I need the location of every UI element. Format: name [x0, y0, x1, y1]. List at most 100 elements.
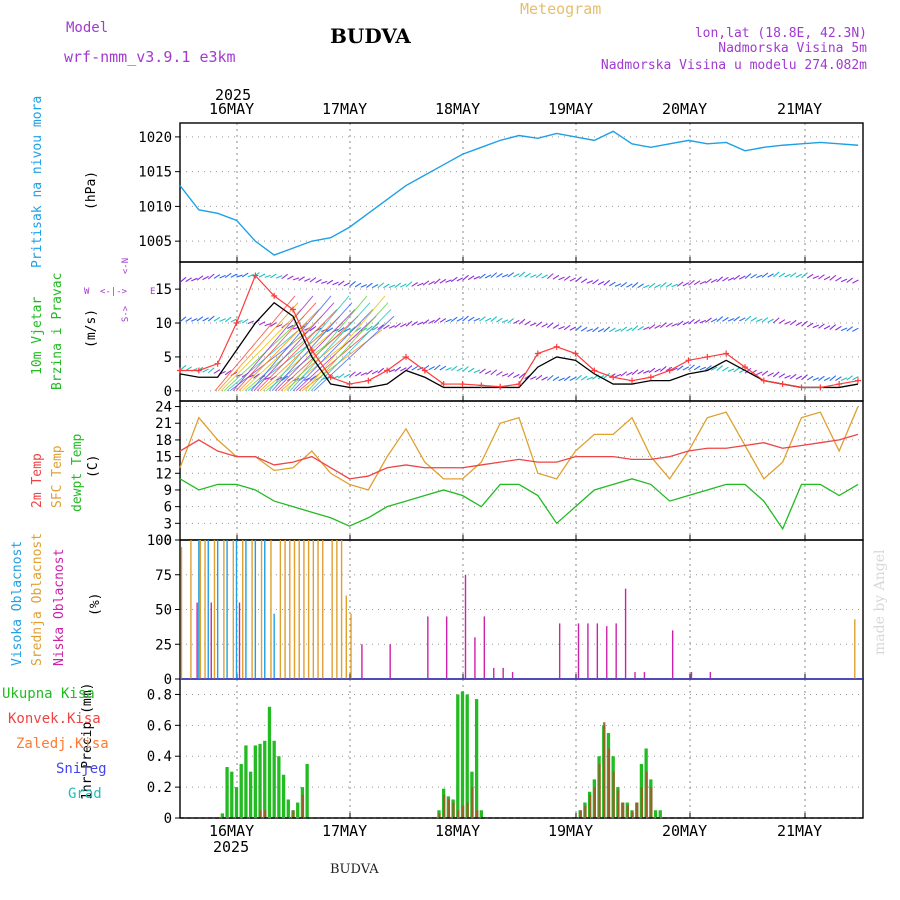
wind-barb: [366, 282, 373, 288]
wind-barb: [767, 273, 774, 278]
wind-barb: [682, 366, 690, 371]
wind-barb: [835, 276, 842, 282]
wind-barb: [207, 367, 215, 374]
temp-tick-label: 18: [155, 433, 172, 449]
wind-streak: [274, 309, 356, 392]
wind-barb: [552, 376, 560, 382]
wind-streak: [271, 302, 353, 392]
lonlat-info: lon,lat (18.8E, 42.3N): [694, 26, 867, 41]
wind-barb: [484, 317, 492, 322]
wind-barb: [507, 372, 515, 378]
wind-barb: [496, 317, 503, 323]
wind-barb: [185, 317, 192, 322]
wind-barb: [253, 373, 260, 379]
wind-streak: [217, 302, 299, 392]
wind-barb: [563, 324, 571, 331]
wind-barb: [202, 317, 209, 322]
wind-barb: [829, 324, 837, 331]
wind-barb: [513, 373, 520, 379]
wind-barb: [756, 274, 763, 279]
wind-barb: [298, 276, 305, 281]
wind-barb: [693, 280, 701, 286]
wind-barb: [705, 365, 712, 371]
wind-gust-marker: [572, 350, 579, 357]
wind-streak: [292, 309, 374, 392]
wind-barb: [354, 371, 362, 377]
precip-conv-bar: [264, 810, 267, 818]
wind-barb: [643, 284, 650, 289]
wind-barb: [343, 373, 351, 378]
wind-barb: [309, 325, 317, 332]
wind-barb: [247, 320, 255, 325]
wind-barb: [846, 326, 854, 332]
precip-conv-bar: [621, 802, 625, 818]
wind-barb: [417, 366, 424, 371]
precip-conv-bar: [593, 787, 596, 818]
wind-barb: [275, 323, 283, 328]
wind-barb: [705, 317, 712, 323]
wind-barb: [835, 325, 842, 331]
wind-barb: [530, 274, 537, 278]
wind-barb: [659, 322, 667, 329]
wind-barb: [840, 377, 848, 381]
wind-barb: [818, 375, 825, 381]
precip-total-bar: [658, 810, 662, 818]
wind-barb: [490, 316, 498, 323]
precip-total-bar: [234, 787, 239, 818]
wind-barb: [846, 375, 854, 381]
wind-gust-marker: [308, 347, 315, 354]
wind-barb: [801, 320, 808, 327]
wind-barb: [603, 326, 611, 333]
wind-barb: [716, 365, 724, 371]
wind-barb: [371, 370, 379, 375]
wind-barb: [722, 366, 729, 372]
precip-total-bar: [465, 694, 469, 818]
wind-barb: [383, 283, 390, 289]
top-day-label-19may: 19MAY: [548, 100, 594, 118]
compass-west: W: [84, 287, 90, 297]
top-day-label-18may: 18MAY: [435, 100, 481, 118]
wind-barb: [744, 315, 752, 322]
wind-barb: [744, 367, 752, 374]
temp-frame: [179, 400, 864, 541]
wind-barb: [801, 272, 808, 279]
wind-barb: [230, 273, 238, 278]
wind-barb: [213, 369, 221, 374]
pressure-line: [179, 130, 859, 256]
wind-barb: [852, 279, 859, 284]
precip-conv-bar: [579, 810, 582, 818]
wind-barb: [400, 283, 407, 288]
wind-barb: [586, 376, 594, 381]
temp-tick-label: 0: [164, 533, 172, 549]
wind-gust-marker: [214, 360, 221, 367]
wind-barb: [411, 321, 418, 326]
wind-barb: [535, 374, 543, 381]
pressure-panel: 1005 1010 1015 1020: [138, 122, 864, 263]
wind-barb: [321, 280, 328, 284]
wind-gust-marker: [836, 381, 843, 388]
precip-conv-bar: [447, 799, 451, 818]
precip-total-bar: [305, 763, 309, 818]
wind-barb: [247, 273, 255, 278]
precip-conv-bar: [584, 805, 587, 818]
wind-barb: [756, 318, 763, 323]
wind-barb: [428, 280, 435, 286]
wind-barb: [258, 321, 266, 326]
top-day-label-21may: 21MAY: [777, 100, 823, 118]
wind-barb: [337, 373, 345, 379]
wind-barb: [643, 326, 650, 331]
wind-barb: [207, 315, 215, 322]
wind-barb: [665, 282, 673, 288]
wind-streak: [286, 295, 368, 392]
wind-barb: [185, 277, 192, 283]
wind-barb: [699, 319, 707, 324]
wind-speed-line: [179, 301, 859, 389]
wind-barb: [654, 283, 661, 289]
wind-barb: [541, 274, 548, 279]
bottom-day-label-20may: 20MAY: [662, 822, 708, 840]
wind-barb: [518, 271, 526, 278]
precip-conv-bar: [452, 802, 455, 818]
wind-barb: [354, 282, 362, 288]
wind-barb: [309, 277, 317, 283]
wind-barb: [530, 376, 537, 380]
